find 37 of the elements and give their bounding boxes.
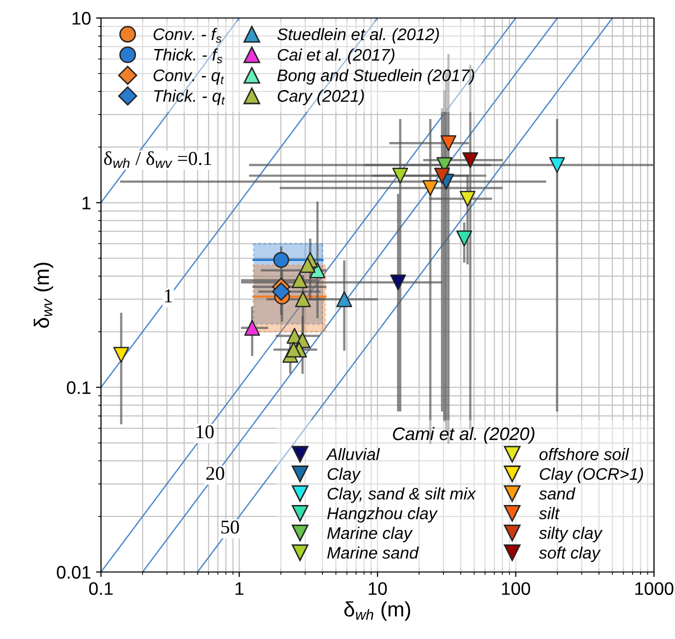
x-axis-title: δ$_{wh}$ (m) xyxy=(344,601,410,621)
legend-label: soft clay xyxy=(538,546,601,562)
y-axis-title: δ$_{wv}$ (m) xyxy=(34,262,54,328)
y-tick-label: 0.01 xyxy=(56,566,90,579)
legend-label: Marine clay xyxy=(327,526,413,542)
x-tick-label: 0.1 xyxy=(89,582,113,595)
legend-label: Cai et al. (2017) xyxy=(278,48,394,64)
series-label: δ$_{wh}$ / δ$_{wv}$ =0.1 xyxy=(104,151,212,168)
x-tick-label: 1000 xyxy=(635,582,674,595)
series-label: 20 xyxy=(206,466,224,480)
legend-label: Conv. - f$_{s}$ xyxy=(154,28,222,43)
series-label: 10 xyxy=(196,425,214,438)
legend-label: Clay xyxy=(328,468,361,484)
x-tick-label: 10 xyxy=(368,582,387,595)
y-tick-label: 1 xyxy=(82,196,90,210)
legend-label: silt xyxy=(538,507,560,520)
legend-label: sand xyxy=(538,487,576,500)
y-tick-label: 10 xyxy=(72,12,91,25)
series-label: 1 xyxy=(165,289,172,302)
legend-label: Thick. - f$_{s}$ xyxy=(154,48,222,64)
legend-label: Alluvial xyxy=(326,448,380,460)
legend-label: Bong and Stuedlein (2017) xyxy=(277,69,474,85)
legend-label: Clay (OCR>1) xyxy=(540,468,644,484)
legend-label: Hangzhou clay xyxy=(327,507,438,523)
x-tick-label: 1 xyxy=(236,582,244,595)
series-label: 50 xyxy=(221,520,239,534)
legend-label: Conv. - q$_{t}$ xyxy=(154,69,224,85)
legend-label: Marine sand xyxy=(327,546,419,559)
legend-label: offshore soil xyxy=(539,448,630,460)
legend-label: Thick. - q$_{t}$ xyxy=(154,90,225,106)
x-tick-label: 100 xyxy=(502,582,530,595)
legend-label: Clay, sand & silt mix xyxy=(328,487,476,503)
legend-label: Stuedlein et al. (2012) xyxy=(277,28,439,44)
legend-title: Cami et al. (2020) xyxy=(392,426,534,444)
y-tick-label: 0.1 xyxy=(66,381,90,394)
legend-label: silty clay xyxy=(538,526,603,542)
legend-label: Cary (2021) xyxy=(278,90,364,106)
